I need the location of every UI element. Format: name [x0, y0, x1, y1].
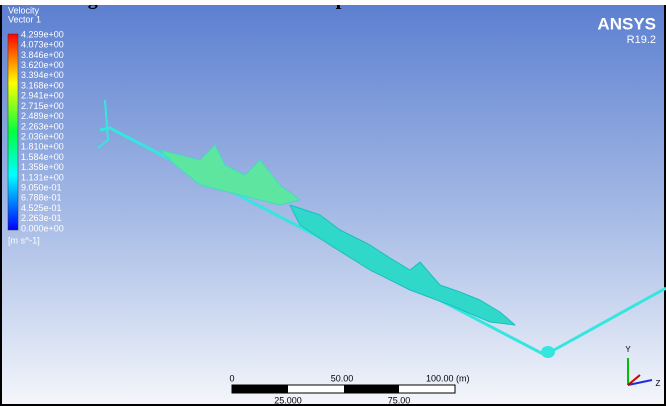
- legend-label: 0.000e+00: [21, 223, 64, 233]
- legend-label: 3.846e+00: [21, 50, 64, 60]
- legend-labels: 4.299e+004.073e+003.846e+003.620e+003.39…: [21, 29, 64, 233]
- triad-label: Z: [656, 379, 661, 388]
- scale-label: 75.00: [388, 395, 411, 405]
- viewport: Figura 12 – Vetores velocidade pontos F …: [0, 0, 666, 406]
- legend-label: 2.489e+00: [21, 111, 64, 121]
- legend-unit: [m s^-1]: [8, 235, 40, 245]
- scale-label: 25.000: [274, 395, 302, 405]
- logo: ANSYS: [597, 14, 656, 33]
- scale-bar: [232, 385, 455, 393]
- legend-label: 2.263e+00: [21, 121, 64, 131]
- legend-label: 1.810e+00: [21, 142, 64, 152]
- outlet-node: [541, 346, 555, 358]
- legend-label: 3.620e+00: [21, 60, 64, 70]
- legend-label: 2.715e+00: [21, 101, 64, 111]
- logo-version: R19.2: [627, 34, 656, 46]
- legend-label: 4.073e+00: [21, 40, 64, 50]
- legend-subtitle: Vector 1: [8, 14, 41, 24]
- legend-label: 1.584e+00: [21, 152, 64, 162]
- legend-label: 2.036e+00: [21, 131, 64, 141]
- triad-label: Y: [625, 345, 631, 354]
- legend-label: 3.394e+00: [21, 70, 64, 80]
- legend-label: 3.168e+00: [21, 80, 64, 90]
- scale-label: 50.00: [331, 373, 354, 383]
- caption-mask: [0, 0, 666, 5]
- legend-label: 4.525e-01: [21, 203, 62, 213]
- color-bar: [8, 34, 18, 230]
- scale-segment: [344, 385, 399, 393]
- scale-label: 100.00 (m): [426, 373, 470, 383]
- page: Figura 12 – Vetores velocidade pontos F …: [0, 0, 666, 406]
- legend-label: 2.941e+00: [21, 91, 64, 101]
- scale-segment: [232, 385, 288, 393]
- legend-label: 6.788e-01: [21, 193, 62, 203]
- legend-label: 4.299e+00: [21, 29, 64, 39]
- legend-label: 1.358e+00: [21, 162, 64, 172]
- scale-label: 0: [229, 373, 234, 383]
- legend-label: 9.050e-01: [21, 183, 62, 193]
- legend-label: 2.263e-01: [21, 213, 62, 223]
- legend-label: 1.131e+00: [21, 172, 64, 182]
